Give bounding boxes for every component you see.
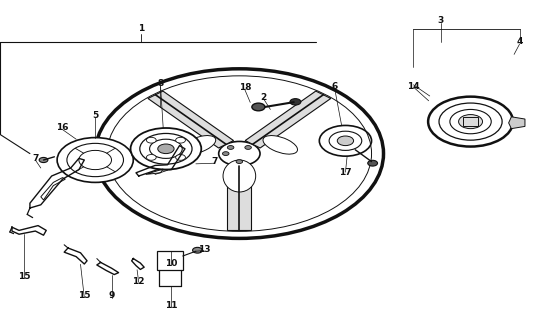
Circle shape	[146, 137, 156, 143]
Circle shape	[95, 69, 384, 238]
Text: 15: 15	[78, 292, 90, 300]
Polygon shape	[509, 117, 525, 129]
Text: 11: 11	[165, 301, 177, 310]
Text: 14: 14	[407, 82, 420, 91]
Circle shape	[459, 115, 483, 129]
Bar	[157, 251, 183, 270]
Text: 16: 16	[57, 124, 69, 132]
Circle shape	[428, 97, 513, 147]
Circle shape	[222, 152, 229, 156]
Circle shape	[193, 247, 202, 253]
Text: 12: 12	[133, 277, 145, 286]
Circle shape	[158, 144, 174, 154]
Text: 13: 13	[198, 245, 210, 254]
Circle shape	[57, 138, 133, 182]
Text: 4: 4	[516, 37, 523, 46]
Text: 2: 2	[261, 93, 267, 102]
Bar	[147, 107, 177, 128]
Polygon shape	[148, 91, 233, 148]
Text: 10: 10	[165, 260, 177, 268]
Text: 5: 5	[92, 111, 98, 120]
Circle shape	[176, 137, 186, 143]
Circle shape	[252, 103, 265, 111]
Polygon shape	[245, 91, 331, 148]
Ellipse shape	[223, 160, 256, 192]
Circle shape	[337, 136, 354, 146]
Text: 3: 3	[437, 16, 444, 25]
Text: 7: 7	[32, 154, 39, 163]
Bar	[463, 117, 478, 126]
Text: 8: 8	[157, 79, 164, 88]
Ellipse shape	[263, 136, 298, 154]
Text: 6: 6	[331, 82, 338, 91]
Text: 17: 17	[339, 168, 352, 177]
Circle shape	[146, 155, 156, 160]
Circle shape	[176, 155, 186, 160]
Ellipse shape	[181, 136, 216, 154]
Polygon shape	[41, 178, 65, 200]
Text: 15: 15	[18, 272, 30, 281]
Circle shape	[368, 160, 378, 166]
Circle shape	[227, 146, 234, 149]
Text: 18: 18	[239, 84, 251, 92]
Circle shape	[290, 99, 301, 105]
Circle shape	[131, 128, 201, 170]
Text: 1: 1	[138, 24, 145, 33]
Polygon shape	[146, 169, 163, 174]
Circle shape	[236, 160, 243, 164]
Polygon shape	[227, 166, 251, 230]
Circle shape	[245, 146, 251, 149]
Text: 7: 7	[212, 157, 218, 166]
Text: 9: 9	[108, 292, 115, 300]
Circle shape	[39, 157, 48, 163]
